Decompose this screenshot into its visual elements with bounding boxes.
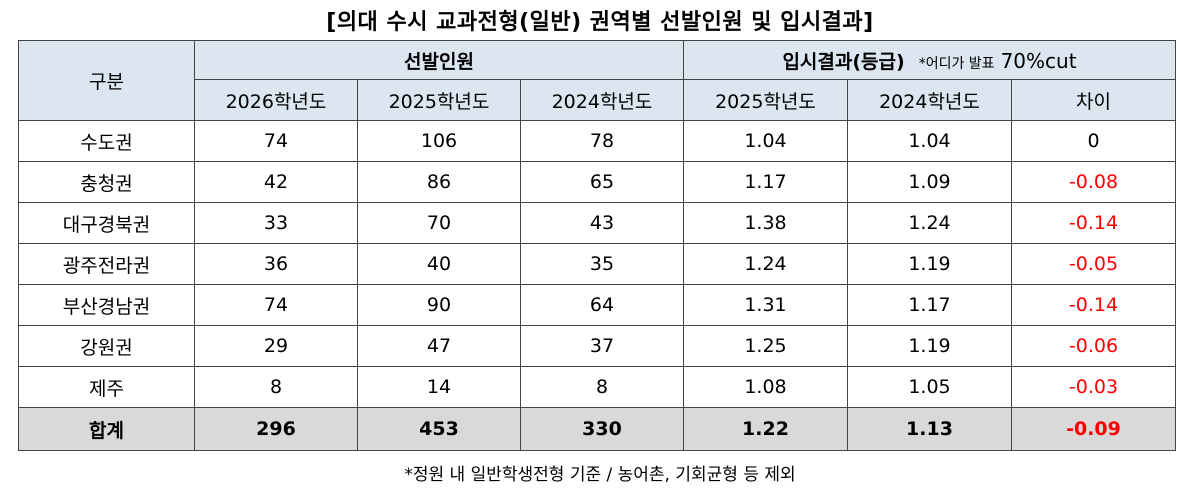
cell-sel-2025: 90 bbox=[357, 284, 521, 326]
header-category: 구분 bbox=[18, 40, 195, 121]
cell-sel-2026: 33 bbox=[194, 202, 358, 244]
header-col-diff: 차이 bbox=[1011, 79, 1176, 121]
cell-diff: -0.14 bbox=[1011, 202, 1176, 244]
cell-sel-2026: 36 bbox=[194, 243, 358, 285]
cell-res-2025: 1.04 bbox=[683, 120, 848, 162]
cell-sel-2025: 86 bbox=[357, 161, 521, 203]
cell-region: 충청권 bbox=[18, 161, 195, 203]
cell-sel-2025: 47 bbox=[357, 325, 521, 367]
header-result-note-cut: 70%cut bbox=[1000, 48, 1077, 73]
table-row: 강원권 29 47 37 1.25 1.19 -0.06 bbox=[18, 325, 1176, 367]
cell-diff: 0 bbox=[1011, 120, 1176, 162]
cell-diff: -0.06 bbox=[1011, 325, 1176, 367]
total-row: 합계 296 453 330 1.22 1.13 -0.09 bbox=[18, 407, 1176, 451]
total-res-2024: 1.13 bbox=[847, 407, 1012, 451]
total-diff: -0.09 bbox=[1011, 407, 1176, 451]
cell-res-2024: 1.05 bbox=[847, 366, 1012, 408]
cell-region: 제주 bbox=[18, 366, 195, 408]
cell-sel-2025: 106 bbox=[357, 120, 521, 162]
table-row: 대구경북권 33 70 43 1.38 1.24 -0.14 bbox=[18, 202, 1176, 244]
cell-res-2024: 1.04 bbox=[847, 120, 1012, 162]
header-result-note: *어디가 발표 bbox=[918, 55, 995, 72]
cell-diff: -0.14 bbox=[1011, 284, 1176, 326]
footnote: *정원 내 일반학생전형 기준 / 농어촌, 기회균형 등 제외 bbox=[404, 465, 796, 485]
total-res-2025: 1.22 bbox=[683, 407, 848, 451]
page-title: [의대 수시 교과전형(일반) 권역별 선발인원 및 입시결과] bbox=[326, 10, 874, 35]
table-row: 수도권 74 106 78 1.04 1.04 0 bbox=[18, 120, 1176, 162]
cell-sel-2024: 65 bbox=[520, 161, 684, 203]
cell-sel-2024: 35 bbox=[520, 243, 684, 285]
cell-sel-2026: 8 bbox=[194, 366, 358, 408]
cell-res-2024: 1.19 bbox=[847, 243, 1012, 285]
table-row: 부산경남권 74 90 64 1.31 1.17 -0.14 bbox=[18, 284, 1176, 326]
cell-sel-2024: 43 bbox=[520, 202, 684, 244]
table-row: 충청권 42 86 65 1.17 1.09 -0.08 bbox=[18, 161, 1176, 203]
cell-res-2025: 1.08 bbox=[683, 366, 848, 408]
header-col-sel-2024: 2024학년도 bbox=[520, 79, 684, 121]
cell-res-2025: 1.24 bbox=[683, 243, 848, 285]
header-row-group: 구분 선발인원 입시결과(등급) *어디가 발표 70%cut bbox=[18, 40, 1176, 121]
cell-sel-2025: 40 bbox=[357, 243, 521, 285]
cell-region: 수도권 bbox=[18, 120, 195, 162]
cell-sel-2026: 74 bbox=[194, 120, 358, 162]
cell-sel-2024: 37 bbox=[520, 325, 684, 367]
total-sel-2026: 296 bbox=[194, 407, 358, 451]
cell-sel-2024: 64 bbox=[520, 284, 684, 326]
admission-table: 구분 선발인원 입시결과(등급) *어디가 발표 70%cut 2026학년도 20… bbox=[18, 40, 1176, 451]
cell-sel-2025: 70 bbox=[357, 202, 521, 244]
cell-sel-2025: 14 bbox=[357, 366, 521, 408]
cell-region: 대구경북권 bbox=[18, 202, 195, 244]
cell-sel-2026: 74 bbox=[194, 284, 358, 326]
cell-diff: -0.08 bbox=[1011, 161, 1176, 203]
total-sel-2025: 453 bbox=[357, 407, 521, 451]
cell-res-2025: 1.31 bbox=[683, 284, 848, 326]
header-col-res-2024: 2024학년도 bbox=[847, 79, 1012, 121]
table-row: 제주 8 14 8 1.08 1.05 -0.03 bbox=[18, 366, 1176, 408]
header-row-columns: 2026학년도 2025학년도 2024학년도 2025학년도 2024학년도 … bbox=[19, 79, 1176, 121]
cell-region: 부산경남권 bbox=[18, 284, 195, 326]
cell-res-2024: 1.17 bbox=[847, 284, 1012, 326]
cell-res-2025: 1.25 bbox=[683, 325, 848, 367]
cell-region: 광주전라권 bbox=[18, 243, 195, 285]
header-group-result: 입시결과(등급) *어디가 발표 70%cut bbox=[683, 40, 1176, 80]
total-sel-2024: 330 bbox=[520, 407, 684, 451]
cell-res-2024: 1.24 bbox=[847, 202, 1012, 244]
total-label: 합계 bbox=[18, 407, 195, 451]
cell-res-2024: 1.19 bbox=[847, 325, 1012, 367]
cell-diff: -0.05 bbox=[1011, 243, 1176, 285]
header-col-sel-2025: 2025학년도 bbox=[357, 79, 521, 121]
cell-res-2024: 1.09 bbox=[847, 161, 1012, 203]
cell-sel-2026: 29 bbox=[194, 325, 358, 367]
cell-sel-2024: 8 bbox=[520, 366, 684, 408]
cell-sel-2026: 42 bbox=[194, 161, 358, 203]
cell-region: 강원권 bbox=[18, 325, 195, 367]
header-group-selection: 선발인원 bbox=[194, 40, 684, 80]
cell-diff: -0.03 bbox=[1011, 366, 1176, 408]
header-col-sel-2026: 2026학년도 bbox=[194, 79, 358, 121]
header-col-res-2025: 2025학년도 bbox=[683, 79, 848, 121]
cell-res-2025: 1.17 bbox=[683, 161, 848, 203]
table-row: 광주전라권 36 40 35 1.24 1.19 -0.05 bbox=[18, 243, 1176, 285]
cell-res-2025: 1.38 bbox=[683, 202, 848, 244]
header-result-label: 입시결과(등급) bbox=[782, 50, 905, 73]
cell-sel-2024: 78 bbox=[520, 120, 684, 162]
